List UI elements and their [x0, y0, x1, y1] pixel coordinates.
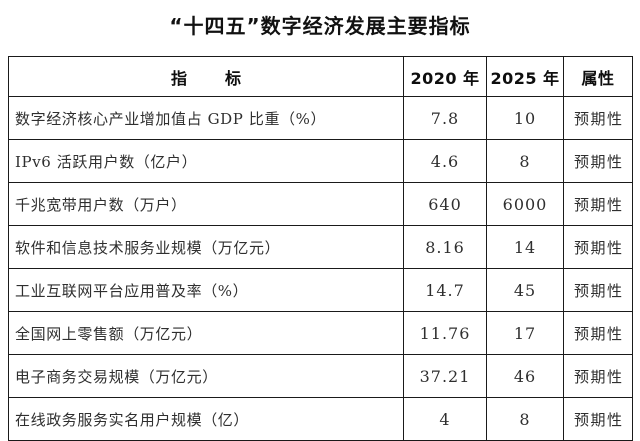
cell-indicator: 工业互联网平台应用普及率（%）	[8, 268, 404, 312]
column-header-year-2020: 2020 年	[403, 56, 487, 97]
cell-indicator: 软件和信息技术服务业规模（万亿元）	[8, 225, 404, 269]
table-row: 电子商务交易规模（万亿元） 37.21 46 预期性	[8, 354, 633, 398]
cell-year-2020: 7.8	[403, 96, 487, 140]
cell-attribute: 预期性	[563, 354, 633, 398]
cell-attribute: 预期性	[563, 311, 633, 355]
cell-year-2020: 8.16	[403, 225, 487, 269]
cell-year-2025: 14	[486, 225, 564, 269]
column-header-indicator: 指标	[8, 56, 404, 97]
column-header-attribute: 属性	[563, 56, 633, 97]
cell-year-2025: 8	[486, 397, 564, 441]
cell-year-2020: 4	[403, 397, 487, 441]
cell-indicator: 千兆宽带用户数（万户）	[8, 182, 404, 226]
cell-year-2025: 8	[486, 139, 564, 183]
table-row: 软件和信息技术服务业规模（万亿元） 8.16 14 预期性	[8, 225, 633, 269]
cell-indicator: IPv6 活跃用户数（亿户）	[8, 139, 404, 183]
table-row: 数字经济核心产业增加值占 GDP 比重（%） 7.8 10 预期性	[8, 96, 633, 140]
cell-attribute: 预期性	[563, 139, 633, 183]
table-header-row: 指标 2020 年 2025 年 属性	[8, 56, 633, 97]
cell-year-2025: 10	[486, 96, 564, 140]
cell-year-2025: 6000	[486, 182, 564, 226]
cell-attribute: 预期性	[563, 268, 633, 312]
cell-indicator: 数字经济核心产业增加值占 GDP 比重（%）	[8, 96, 404, 140]
cell-year-2020: 4.6	[403, 139, 487, 183]
cell-indicator: 电子商务交易规模（万亿元）	[8, 354, 404, 398]
cell-attribute: 预期性	[563, 96, 633, 140]
page-title: “十四五”数字经济发展主要指标	[169, 14, 471, 38]
cell-attribute: 预期性	[563, 225, 633, 269]
cell-attribute: 预期性	[563, 182, 633, 226]
table-row: 千兆宽带用户数（万户） 640 6000 预期性	[8, 182, 633, 226]
table-row: 全国网上零售额（万亿元） 11.76 17 预期性	[8, 311, 633, 355]
column-header-year-2025: 2025 年	[486, 56, 564, 97]
table-row: IPv6 活跃用户数（亿户） 4.6 8 预期性	[8, 139, 633, 183]
cell-year-2025: 17	[486, 311, 564, 355]
table-row: 工业互联网平台应用普及率（%） 14.7 45 预期性	[8, 268, 633, 312]
cell-year-2025: 46	[486, 354, 564, 398]
cell-attribute: 预期性	[563, 397, 633, 441]
column-header-indicator-char2: 标	[225, 68, 242, 88]
cell-year-2025: 45	[486, 268, 564, 312]
column-header-indicator-char1: 指	[170, 68, 187, 88]
metrics-table: 指标 2020 年 2025 年 属性 数字经济核心产业增加值占 GDP 比重（…	[8, 56, 633, 441]
cell-year-2020: 37.21	[403, 354, 487, 398]
table-row: 在线政务服务实名用户规模（亿） 4 8 预期性	[8, 397, 633, 441]
cell-year-2020: 640	[403, 182, 487, 226]
table-body: 数字经济核心产业增加值占 GDP 比重（%） 7.8 10 预期性 IPv6 活…	[8, 96, 633, 441]
cell-year-2020: 14.7	[403, 268, 487, 312]
cell-year-2020: 11.76	[403, 311, 487, 355]
cell-indicator: 在线政务服务实名用户规模（亿）	[8, 397, 404, 441]
metrics-table-container: 指标 2020 年 2025 年 属性 数字经济核心产业增加值占 GDP 比重（…	[8, 56, 633, 441]
cell-indicator: 全国网上零售额（万亿元）	[8, 311, 404, 355]
